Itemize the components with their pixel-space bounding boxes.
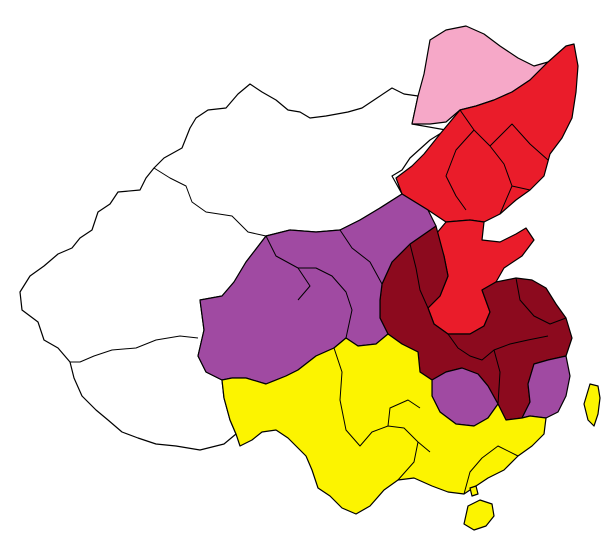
central-internal-border	[409, 243, 567, 405]
northwest-internal-border	[265, 229, 383, 339]
taiwan-island	[583, 383, 601, 427]
south-region	[221, 333, 547, 515]
west-internal-border	[153, 167, 267, 237]
south-internal-border	[333, 347, 519, 495]
northeast-internal-border	[445, 109, 549, 215]
southeast-coast-region	[521, 355, 571, 419]
hainan-island	[463, 499, 495, 531]
west-internal-border	[70, 335, 199, 363]
coastal-islet	[469, 485, 479, 497]
